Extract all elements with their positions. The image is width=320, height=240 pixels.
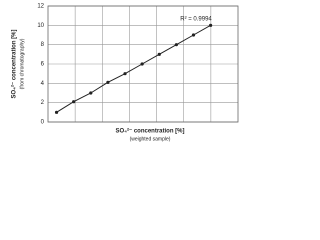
y-tick-label: 4 [41, 81, 45, 87]
data-point [72, 100, 76, 104]
data-point [89, 91, 93, 95]
data-point [157, 52, 161, 56]
data-point [140, 62, 144, 66]
series-line [56, 24, 211, 113]
annotation: R² = 0.9994 [180, 17, 212, 23]
plot-frame [47, 5, 239, 123]
data-point [106, 80, 110, 84]
x-axis-sublabel: (weighted sample) [130, 136, 171, 142]
y-tick-label: 10 [37, 23, 44, 29]
x-axis-label: SO₄²⁻ concentration [%] [115, 128, 184, 135]
data-point [174, 43, 178, 47]
data-point [209, 23, 213, 27]
y-tick-label: 2 [41, 100, 45, 106]
y-tick-label: 12 [37, 4, 44, 10]
y-tick-label: 0 [41, 120, 45, 126]
y-tick-label: 8 [41, 42, 45, 48]
data-point [54, 110, 59, 114]
data-point [191, 33, 196, 37]
data-point [123, 72, 127, 76]
y-axis-label: SO₄²⁻ concentration [%] [11, 29, 18, 98]
y-tick-label: 6 [41, 62, 45, 68]
chart: SO₄²⁻ concentration [%] (weighted sample… [11, 4, 239, 142]
y-axis-sublabel: (from chromatography) [19, 38, 25, 89]
